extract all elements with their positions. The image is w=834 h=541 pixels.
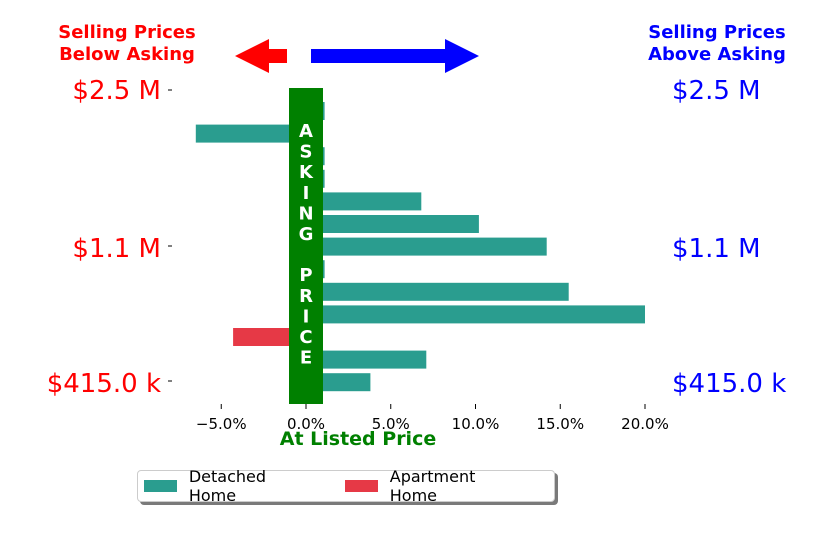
x-tick-label-5: 20.0%	[621, 415, 669, 433]
detached-bar-5	[306, 215, 479, 233]
detached-bar-11	[306, 350, 427, 369]
asking-letter-4: N	[298, 203, 313, 224]
detached-bar-4	[306, 192, 422, 211]
right-arrow-icon	[311, 39, 479, 73]
y-tick-label-right-top: $2.5 M	[672, 76, 761, 106]
x-axis-label: At Listed Price	[280, 428, 436, 450]
detached-bar-6	[306, 237, 547, 256]
asking-price-band	[289, 88, 323, 404]
y-tick-label-left-bottom: $415.0 k	[47, 369, 161, 399]
x-axis-ticks: −5.0% 0.0% 5.0% 10.0% 15.0% 20.0%	[196, 404, 669, 433]
legend: Detached Home Apartment Home	[137, 467, 555, 505]
asking-letter-1: S	[300, 142, 313, 163]
left-header-line2: Below Asking	[59, 44, 195, 65]
x-tick-label-0: −5.0%	[196, 415, 247, 433]
asking-letter-8: R	[299, 286, 313, 307]
y-tick-label-right-mid: $1.1 M	[672, 234, 761, 264]
apartment-bar-10	[233, 328, 306, 346]
left-header-line1: Selling Prices	[58, 22, 195, 43]
asking-letter-0: A	[299, 121, 313, 142]
asking-letter-11: E	[300, 348, 312, 369]
x-tick-label-3: 10.0%	[452, 415, 500, 433]
detached-bar-8	[306, 282, 569, 301]
detached-bar-9	[306, 305, 645, 324]
asking-letter-2: K	[299, 162, 314, 183]
asking-letter-3: I	[303, 183, 310, 204]
y-tick-label-right-bottom: $415.0 k	[672, 369, 786, 399]
right-header-line2: Above Asking	[648, 44, 786, 65]
asking-letter-9: I	[303, 306, 310, 327]
legend-label-apartment: Apartment Home	[389, 467, 476, 505]
right-header-line1: Selling Prices	[648, 22, 785, 43]
x-tick-label-2: 5.0%	[372, 415, 410, 433]
legend-label-detached: Detached Home	[188, 467, 267, 505]
detached-bar-1	[195, 124, 306, 143]
x-tick-label-1: 0.0%	[287, 415, 325, 433]
left-arrow-icon	[235, 39, 287, 73]
y-tick-label-left-top: $2.5 M	[72, 76, 161, 106]
bars-group	[195, 102, 645, 392]
legend-swatch-detached	[144, 480, 177, 492]
legend-swatch-apartment	[344, 480, 378, 492]
legend-item-apartment: Apartment Home	[344, 467, 523, 505]
x-tick-label-4: 15.0%	[536, 415, 584, 433]
asking-letter-7: P	[299, 265, 312, 286]
asking-letter-10: C	[299, 327, 312, 348]
legend-item-detached: Detached Home	[144, 467, 314, 505]
asking-letter-5: G	[299, 224, 314, 245]
y-tick-label-left-mid: $1.1 M	[72, 234, 161, 264]
